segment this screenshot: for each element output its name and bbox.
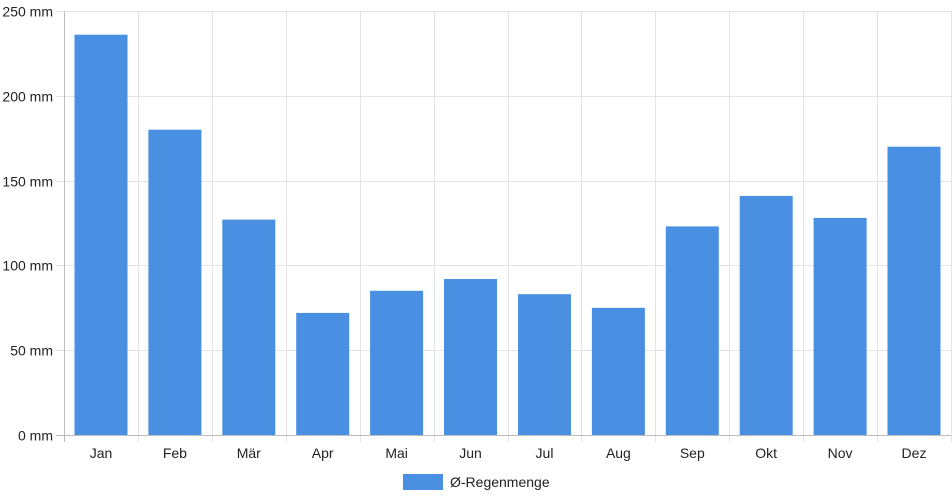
y-tick-label: 100 mm xyxy=(2,258,53,274)
x-tick-label: Okt xyxy=(755,445,777,461)
y-tick-labels: 0 mm 50 mm 100 mm 150 mm 200 mm 250 mm xyxy=(2,4,53,444)
x-tick-label: Mär xyxy=(237,445,261,461)
bars xyxy=(74,34,941,435)
x-tick-label: Sep xyxy=(680,445,705,461)
legend: Ø-Regenmenge xyxy=(403,474,550,490)
x-tick-label: Apr xyxy=(312,445,334,461)
grid-lines xyxy=(56,11,952,442)
y-tick-label: 50 mm xyxy=(10,343,53,359)
bar-feb[interactable] xyxy=(148,129,202,435)
y-tick-label: 0 mm xyxy=(18,428,53,444)
x-tick-label: Jan xyxy=(90,445,113,461)
y-tick-label: 150 mm xyxy=(2,174,53,190)
bar-mär[interactable] xyxy=(222,219,276,435)
bar-jun[interactable] xyxy=(444,279,497,435)
bar-apr[interactable] xyxy=(296,312,350,435)
y-tick-label: 200 mm xyxy=(2,89,53,105)
x-tick-label: Jun xyxy=(459,445,482,461)
x-tick-labels: Jan Feb Mär Apr Mai Jun Jul Aug Sep Okt Nov Dez xyxy=(90,445,927,461)
bar-nov[interactable] xyxy=(813,217,867,435)
x-tick-label: Dez xyxy=(902,445,927,461)
x-tick-label: Mai xyxy=(385,445,408,461)
y-tick-label: 250 mm xyxy=(2,4,53,20)
x-tick-label: Aug xyxy=(606,445,631,461)
bar-jan[interactable] xyxy=(74,34,128,435)
legend-label: Ø-Regenmenge xyxy=(450,474,550,490)
bar-aug[interactable] xyxy=(591,307,645,435)
x-tick-label: Feb xyxy=(163,445,187,461)
bar-dez[interactable] xyxy=(887,146,941,435)
bar-sep[interactable] xyxy=(665,226,719,435)
bar-mai[interactable] xyxy=(370,290,424,435)
x-tick-label: Nov xyxy=(828,445,853,461)
legend-swatch xyxy=(403,474,443,490)
bar-jul[interactable] xyxy=(518,294,571,435)
bar-okt[interactable] xyxy=(739,195,793,435)
x-tick-label: Jul xyxy=(536,445,554,461)
